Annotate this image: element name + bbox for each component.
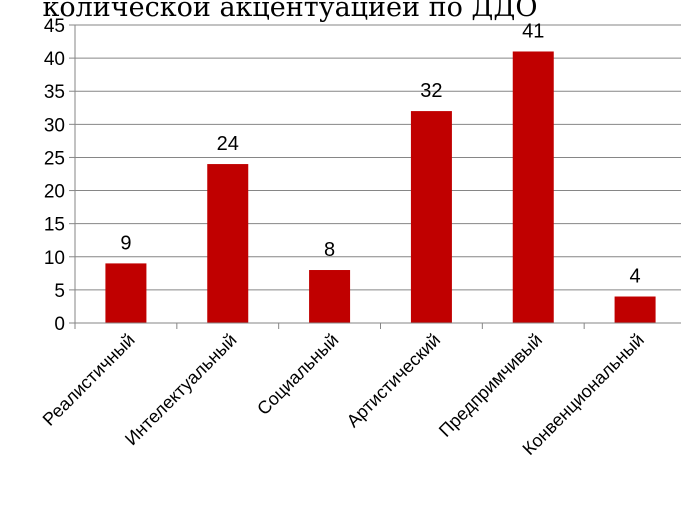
- category-label: Артистический: [343, 330, 445, 432]
- y-tick-label: 0: [54, 314, 65, 335]
- y-tick-label: 20: [44, 182, 65, 203]
- y-axis-tick-labels: 0 5 10 15 20 25 30 35 40 45: [44, 16, 65, 335]
- bar: [105, 263, 147, 323]
- y-tick-label: 35: [44, 82, 65, 103]
- data-label: 9: [120, 232, 131, 254]
- data-label: 24: [217, 133, 239, 155]
- data-label: 4: [630, 266, 641, 288]
- category-label: Социальный: [253, 330, 342, 419]
- bar: [512, 51, 554, 323]
- data-label: 32: [420, 80, 442, 102]
- y-tick-label: 10: [44, 248, 65, 269]
- y-tick-label: 25: [44, 148, 65, 169]
- bar: [410, 111, 452, 323]
- bar: [309, 270, 351, 323]
- y-tick-label: 30: [44, 115, 65, 136]
- gridlines: [75, 24, 681, 291]
- bar: [614, 296, 656, 323]
- data-label: 41: [522, 20, 544, 42]
- chart-title: количеcкой акцентуацией по ДДО: [43, 0, 538, 23]
- data-label: 8: [324, 239, 335, 261]
- y-tick-label: 5: [54, 281, 65, 302]
- category-label: Реалистичный: [39, 330, 139, 430]
- category-label: Интелектуальный: [121, 330, 241, 450]
- bar: [207, 164, 249, 323]
- bars: [105, 51, 656, 323]
- y-tick-label: 15: [44, 215, 65, 236]
- y-tick-label: 40: [44, 49, 65, 70]
- axes: [69, 24, 681, 329]
- category-label: Предпримчивый: [435, 330, 546, 441]
- y-tick-label: 45: [44, 16, 65, 37]
- data-labels: 9 24 8 32 41 4: [120, 20, 640, 287]
